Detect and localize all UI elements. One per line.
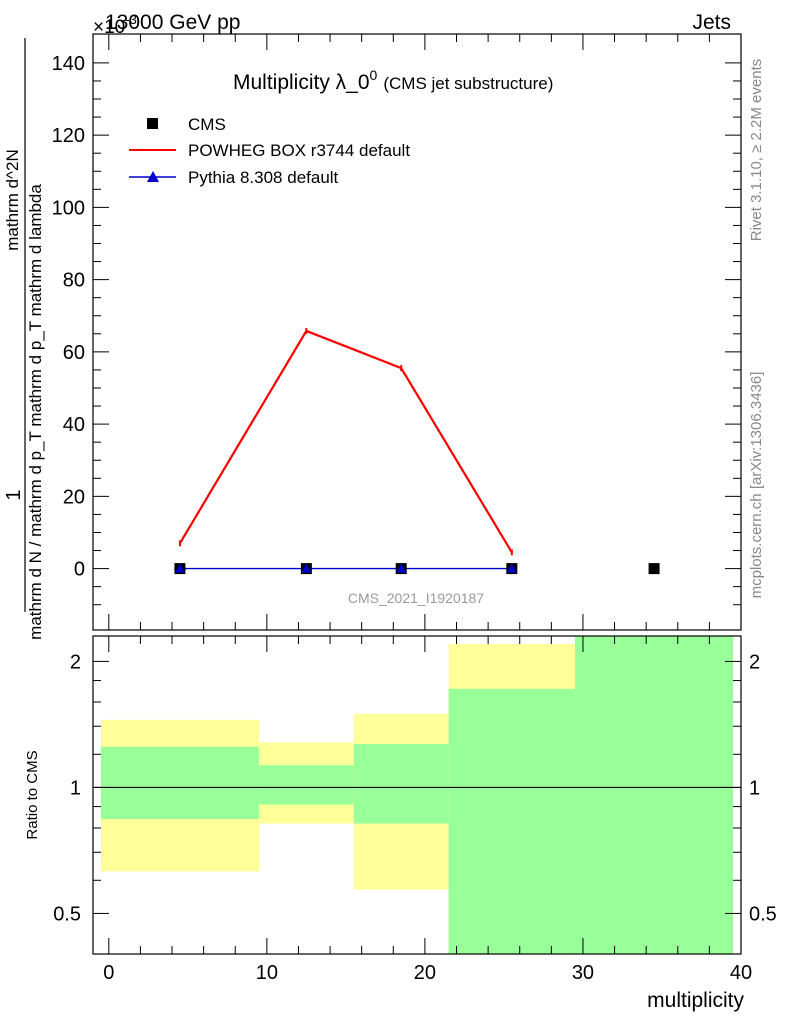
ratio-band-inner-0 <box>100 746 259 820</box>
exponent-prefix: ×10 <box>93 17 125 38</box>
ratio-xtick-label: 30 <box>572 962 594 984</box>
legend-pythia-marker <box>147 171 159 182</box>
ratio-xtick-label: 10 <box>256 962 278 984</box>
powheg-line <box>178 329 513 553</box>
exponent-value: -3 <box>125 12 137 27</box>
pythia-point <box>174 563 185 573</box>
x-axis-label: multiplicity <box>647 989 744 1012</box>
ratio-band-inner-2 <box>353 743 449 824</box>
pythia-point <box>506 563 517 573</box>
main-ytick-label: 40 <box>63 414 85 436</box>
rivet-label: Rivet 3.1.10, ≥ 2.2M events <box>748 59 765 242</box>
ratio-ytick-label-left: 1 <box>70 777 81 799</box>
ratio-y-axis-label: Ratio to CMS <box>24 750 41 839</box>
ratio-xtick-label: 40 <box>730 962 752 984</box>
main-ytick-label: 100 <box>52 197 85 219</box>
ratio-ytick-label-right: 1 <box>749 777 760 799</box>
y-label-num: mathrm d^2N <box>3 149 22 251</box>
chart-title-main: Multiplicity λ_0 <box>233 71 370 94</box>
legend: CMS POWHEG BOX r3744 default Pythia 8.30… <box>129 115 410 187</box>
main-ytick-label: 0 <box>74 559 85 581</box>
ratio-ticks: 0 10 20 30 40 0.5 0.5 1 1 2 2 <box>53 636 777 984</box>
chart-title: Multiplicity λ_00 (CMS jet substructure) <box>233 67 553 94</box>
pythia-point <box>301 563 312 573</box>
analysis-watermark: CMS_2021_I1920187 <box>348 590 484 606</box>
y-label-den1: mathrm d N / mathrm d p_T mathrm d p_T m… <box>26 184 45 640</box>
legend-powheg-label: POWHEG BOX r3744 default <box>188 141 410 160</box>
ratio-panel-frame <box>92 635 742 955</box>
ratio-band-inner-3 <box>448 688 576 954</box>
ratio-band-inner-4 <box>575 636 734 954</box>
chart-title-sup: 0 <box>370 67 378 83</box>
ratio-band-inner-1 <box>258 765 354 805</box>
ratio-ytick-label-left: 2 <box>70 651 81 673</box>
pythia-point <box>396 563 407 573</box>
main-ytick-label: 80 <box>63 270 85 292</box>
chart-title-sub: (CMS jet substructure) <box>383 74 553 93</box>
main-ytick-label: 120 <box>52 125 85 147</box>
main-ytick-label: 140 <box>52 53 85 75</box>
ratio-ytick-label-right: 2 <box>749 651 760 673</box>
header-right: Jets <box>692 11 731 34</box>
exponent-label: ×10-3 <box>93 12 137 38</box>
ratio-xtick-label: 20 <box>414 962 436 984</box>
main-x-ticks <box>108 34 742 630</box>
main-ytick-label: 60 <box>63 342 85 364</box>
ratio-xtick-label: 0 <box>103 962 114 984</box>
mcplots-label: mcplots.cern.ch [arXiv:1306.3436] <box>748 372 765 599</box>
main-y-axis-label: 1 mathrm d N / mathrm d p_T mathrm d p_T… <box>3 38 45 640</box>
legend-cms-marker <box>147 118 158 129</box>
legend-cms-label: CMS <box>188 115 226 134</box>
series-layer <box>174 327 660 575</box>
cms-point <box>648 563 660 575</box>
header-left: 13000 GeV pp <box>105 11 240 34</box>
main-ytick-label: 20 <box>63 486 85 508</box>
main-panel-frame <box>92 33 742 631</box>
y-label-one: 1 <box>3 489 25 500</box>
ratio-bands <box>100 636 734 954</box>
main-y-ticks: 0 20 40 60 80 100 120 140 <box>52 53 741 606</box>
ratio-ytick-label-right: 0.5 <box>749 903 777 925</box>
legend-pythia-label: Pythia 8.308 default <box>188 168 339 187</box>
ratio-ytick-label-left: 0.5 <box>53 903 81 925</box>
